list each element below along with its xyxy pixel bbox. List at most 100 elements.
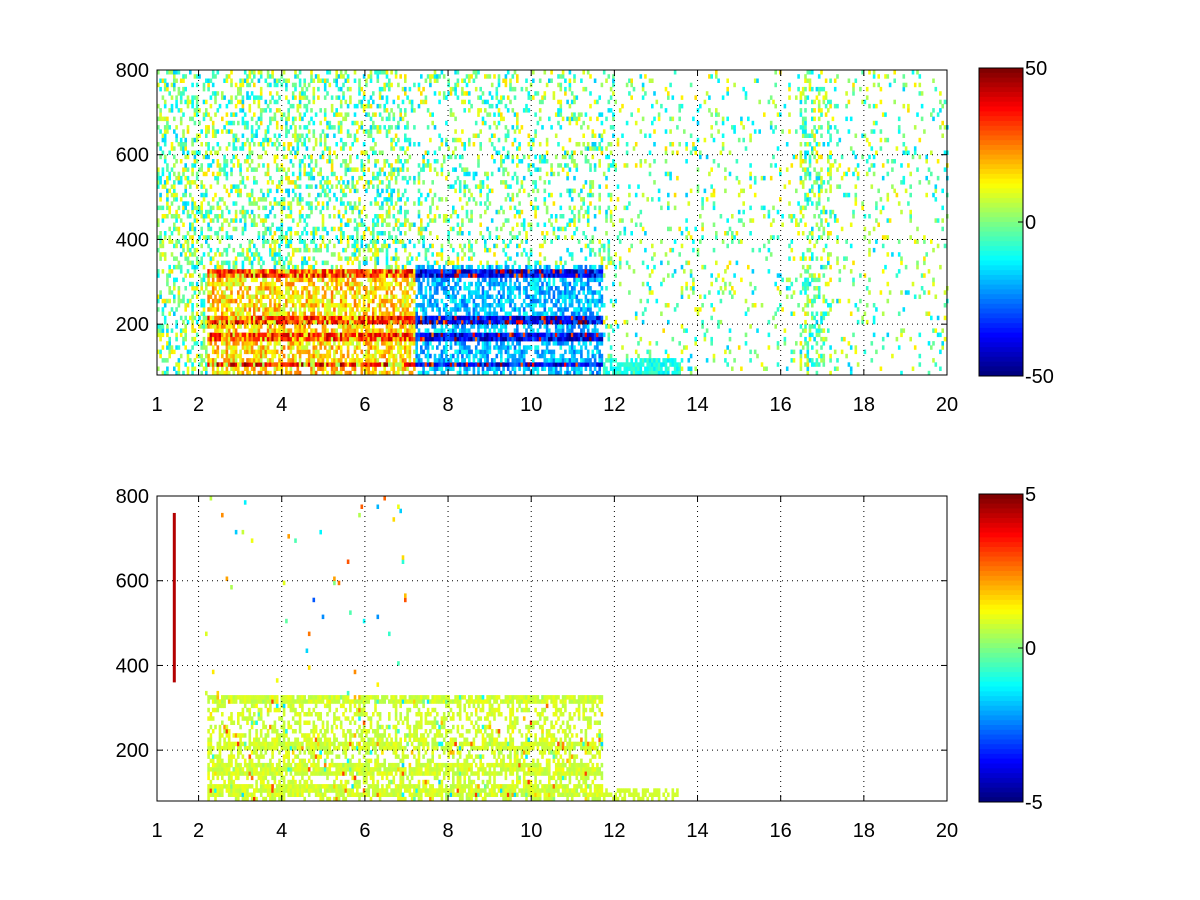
heatmap-cell [186,175,190,181]
heatmap-cell [163,298,167,304]
heatmap-cell [424,247,428,253]
heatmap-cell [399,332,402,338]
heatmap-cell [397,362,400,367]
heatmap-cell [230,277,233,283]
heatmap-cell [356,324,359,329]
heatmap-cell [349,188,352,194]
heatmap-cell [278,358,281,363]
heatmap-cell [465,74,469,79]
heatmap-cell [374,239,377,244]
heatmap-cell [264,370,268,376]
heatmap-cell [246,311,249,316]
heatmap-cell [250,218,254,223]
heatmap-cell [330,362,334,367]
heatmap-cell [397,315,400,321]
heatmap-cell [399,286,402,291]
heatmap-cell [495,95,499,100]
heatmap-cell [502,303,505,308]
heatmap-cell [179,353,183,359]
heatmap-cell [394,159,398,164]
heatmap-cell [372,222,375,227]
heatmap-cell [202,99,206,105]
heatmap-cell [273,159,277,164]
heatmap-cell [202,86,206,92]
heatmap-cell [390,345,393,350]
heatmap-cell [339,366,343,371]
heatmap-cell [390,290,393,295]
heatmap-cell [269,336,272,342]
heatmap-cell [367,129,370,134]
heatmap-cell [282,336,286,342]
heatmap-cell [383,298,386,304]
heatmap-cell [500,362,503,367]
heatmap-cell [214,362,217,367]
heatmap-cell [294,362,297,367]
heatmap-cell [351,180,354,185]
heatmap-cell [257,197,261,202]
heatmap-cell [449,154,453,160]
heatmap-cell [175,175,178,181]
heatmap-cell [157,247,160,253]
heatmap-cell [383,370,386,376]
heatmap-cell [161,218,165,223]
heatmap-cell [378,319,382,325]
heatmap-cell [440,137,444,143]
heatmap-cell [271,235,274,240]
heatmap-cell [303,328,306,333]
heatmap-cell [378,349,382,355]
heatmap-cell [205,188,208,194]
heatmap-cell [385,209,389,215]
heatmap-cell [422,99,425,105]
heatmap-cell [166,366,169,371]
heatmap-cell [440,163,444,168]
heatmap-cell [358,315,361,321]
heatmap-cell [310,273,313,278]
heatmap-cell [500,345,503,350]
heatmap-cell [157,349,160,355]
heatmap-cell [388,125,391,130]
heatmap-cell [390,146,393,151]
heatmap-cell [214,370,217,376]
heatmap-cell [273,112,277,117]
heatmap-cell [454,362,457,367]
heatmap-cell [429,315,432,321]
heatmap-cell [259,70,263,75]
heatmap-cell [191,197,194,202]
heatmap-cell [417,163,421,168]
heatmap-cell [221,277,224,283]
heatmap-cell [243,184,247,189]
heatmap-cell [486,319,489,325]
heatmap-cell [168,264,171,270]
heatmap-cell [234,256,238,261]
heatmap-cell [458,154,462,160]
heatmap-cell [337,273,341,278]
heatmap-cell [424,150,428,155]
heatmap-cell [339,256,343,261]
heatmap-cell [388,281,391,287]
heatmap-cell [319,180,322,185]
heatmap-cell [182,205,185,211]
heatmap-cell [458,345,462,350]
heatmap-cell [205,239,208,244]
heatmap-cell [433,336,437,342]
heatmap-cell [262,218,265,223]
heatmap-cell [296,341,300,346]
heatmap-cell [463,180,466,185]
heatmap-cell [186,239,190,244]
heatmap-cell [372,120,375,126]
heatmap-cell [394,319,398,325]
heatmap-cell [376,319,380,325]
heatmap-cell [353,205,357,211]
heatmap-cell [234,154,238,160]
heatmap-cell [237,324,240,329]
heatmap-cell [205,349,208,355]
heatmap-cell [307,82,311,88]
heatmap-cell [344,159,348,164]
heatmap-cell [250,345,254,350]
heatmap-cell [317,366,320,371]
heatmap-cell [470,332,473,338]
heatmap-cell [442,264,446,270]
heatmap-cell [307,214,311,219]
heatmap-cell [211,256,215,261]
heatmap-cell [463,281,466,287]
